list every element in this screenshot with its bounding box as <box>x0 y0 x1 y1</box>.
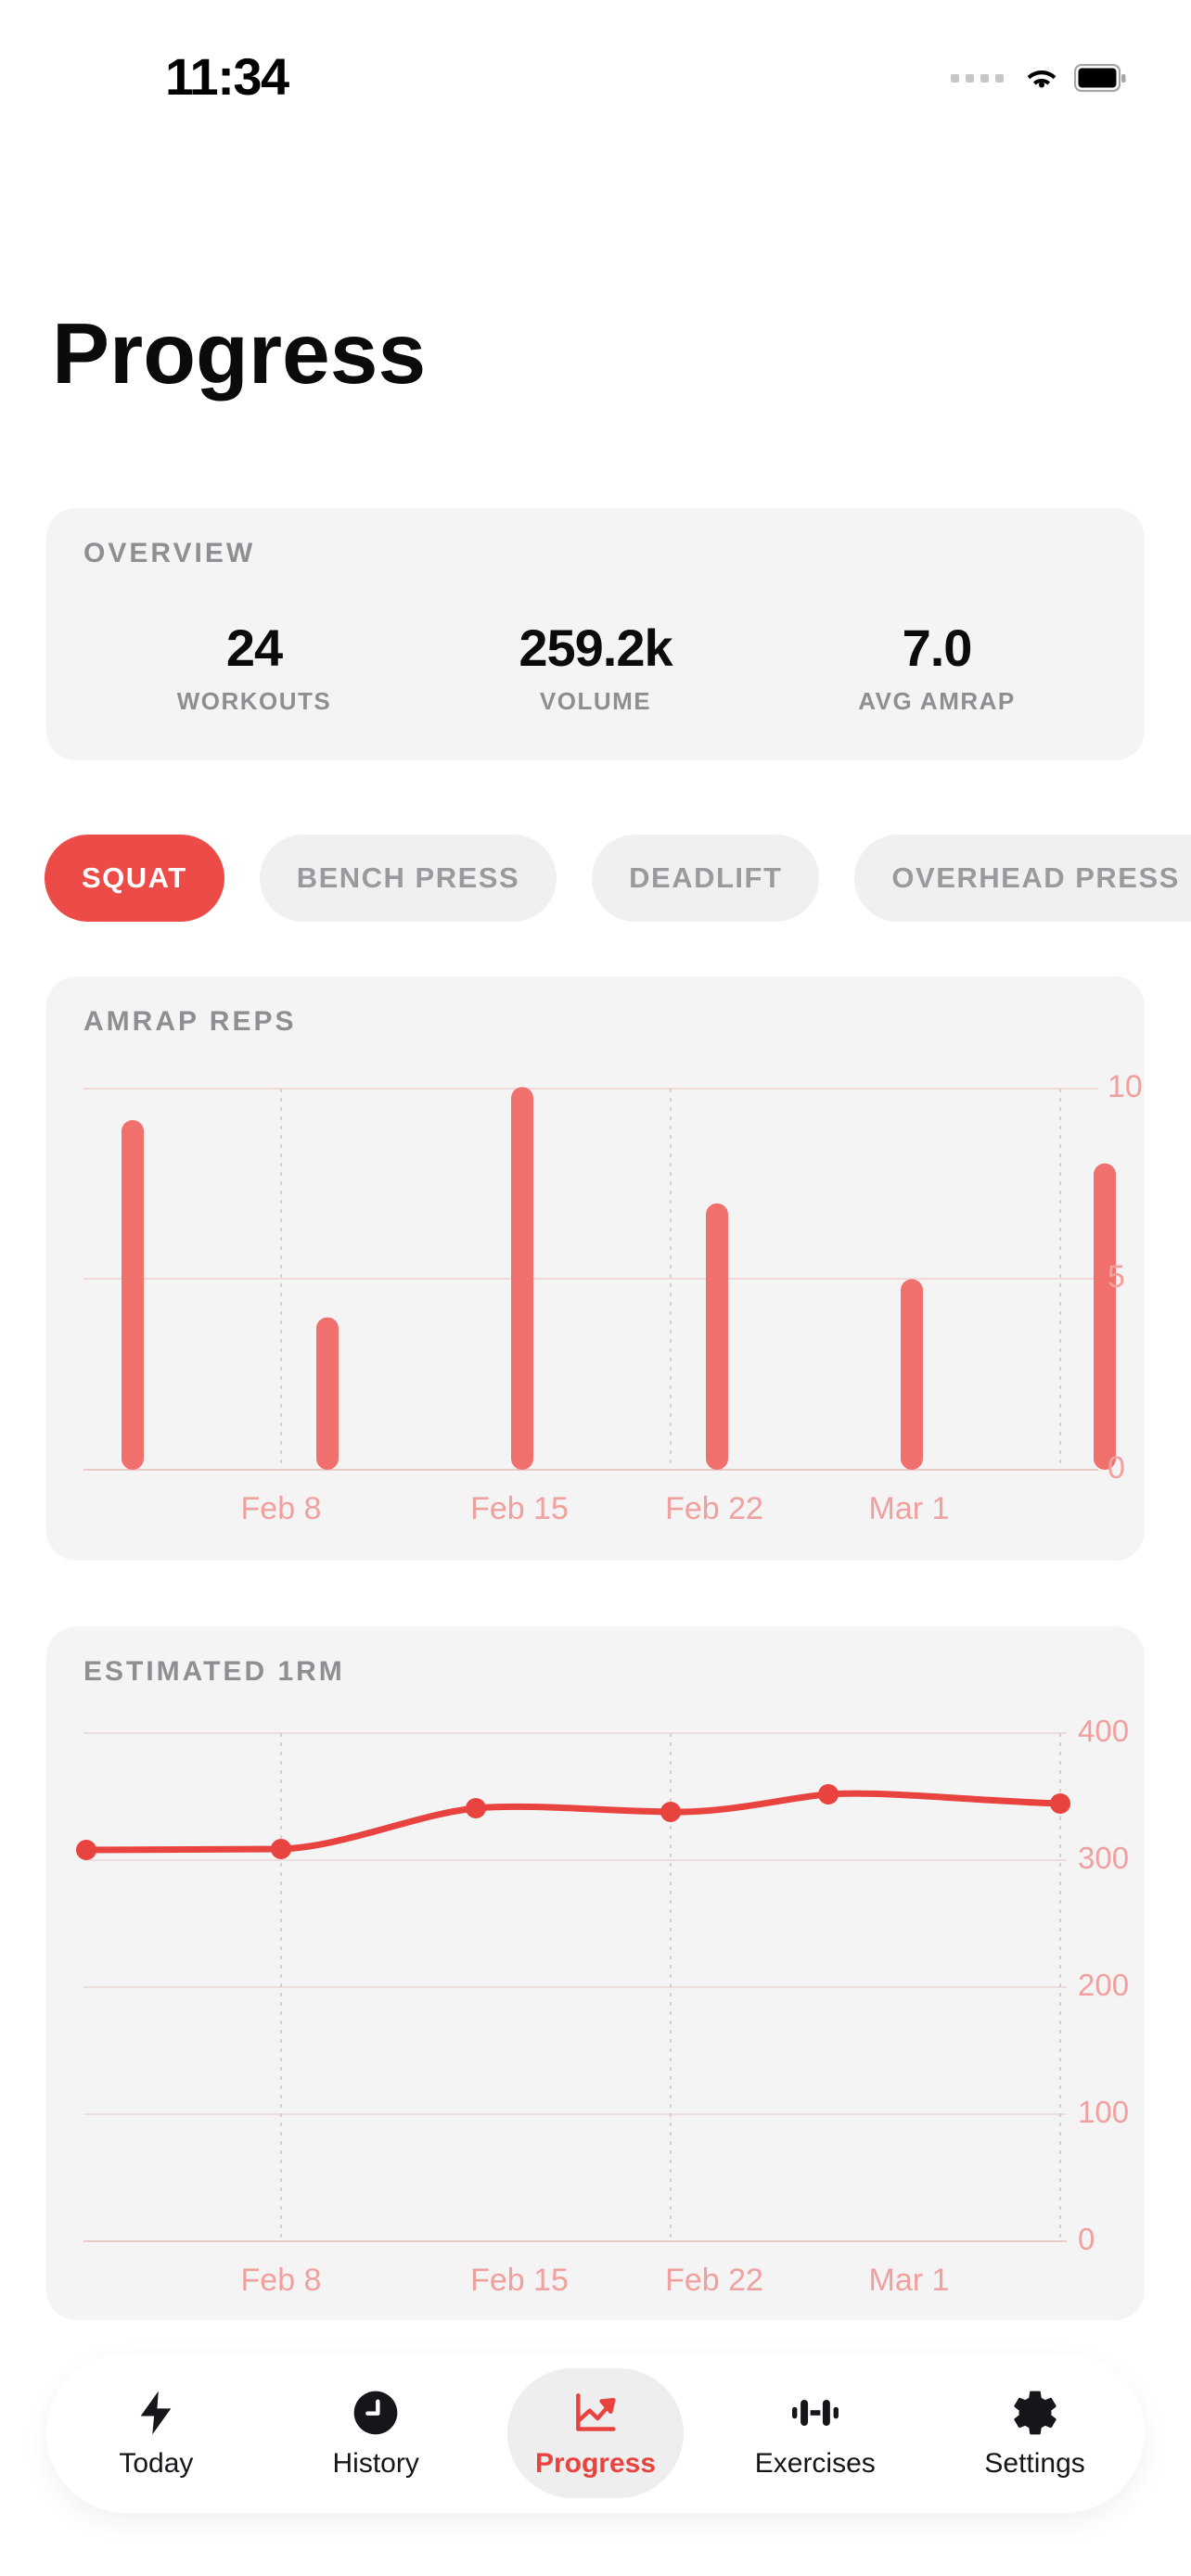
svg-text:5: 5 <box>1108 1259 1125 1294</box>
svg-text:Feb 8: Feb 8 <box>241 2263 322 2298</box>
svg-text:400: 400 <box>1078 1714 1129 1748</box>
svg-text:Feb 8: Feb 8 <box>241 1491 322 1526</box>
svg-text:Feb 15: Feb 15 <box>470 2263 569 2298</box>
svg-text:0: 0 <box>1078 2222 1095 2256</box>
svg-text:300: 300 <box>1078 1841 1129 1875</box>
svg-text:Mar 1: Mar 1 <box>869 2263 950 2298</box>
svg-text:Feb 22: Feb 22 <box>665 2263 763 2298</box>
svg-text:Mar 1: Mar 1 <box>869 1491 950 1526</box>
svg-text:200: 200 <box>1078 1968 1129 2002</box>
svg-text:Feb 22: Feb 22 <box>665 1491 763 1526</box>
svg-text:100: 100 <box>1078 2095 1129 2129</box>
svg-text:Feb 15: Feb 15 <box>470 1491 569 1526</box>
svg-text:0: 0 <box>1108 1450 1125 1486</box>
svg-text:10: 10 <box>1108 1069 1143 1104</box>
